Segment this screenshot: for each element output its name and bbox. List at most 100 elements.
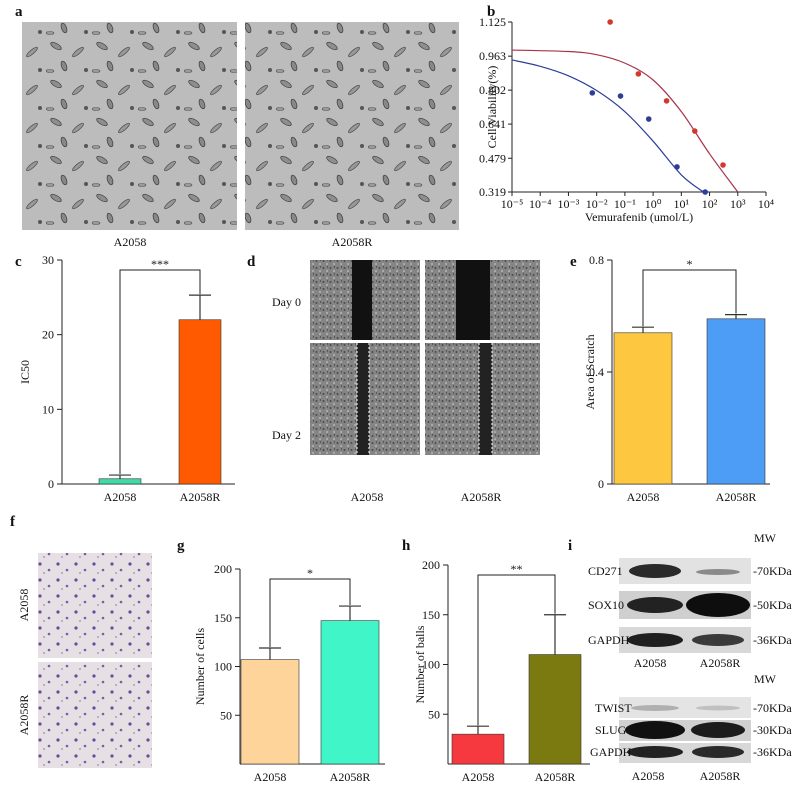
y-tick-label: 0.641 — [479, 117, 506, 131]
y-tick-label: 30 — [42, 253, 54, 267]
protein-label: SOX10 — [588, 598, 624, 612]
mw-label: -36KDa — [753, 745, 792, 759]
x-tick-label: 10³ — [730, 197, 746, 211]
data-point — [607, 19, 613, 25]
mw-label: -70KDa — [753, 564, 792, 578]
x-tick-label: A2058R — [330, 770, 371, 784]
blot-band — [696, 705, 740, 711]
x-tick-label: A2058 — [627, 490, 660, 504]
bar — [528, 654, 582, 765]
y-tick-label: 10 — [42, 402, 54, 416]
image-label: A2058R — [332, 235, 373, 249]
error-bar — [339, 605, 361, 621]
panel-letter: c — [15, 254, 22, 270]
y-tick-label: 0 — [598, 477, 604, 491]
significance-bracket — [119, 269, 201, 475]
x-axis-label: Vemurafenib (umol/L) — [585, 210, 693, 224]
mw-header: MW — [754, 672, 777, 686]
data-point — [645, 116, 652, 122]
error-bar — [109, 474, 131, 479]
y-tick-label: 50 — [428, 707, 440, 721]
significance-label: ** — [511, 562, 523, 576]
y-tick-label: 200 — [422, 558, 440, 572]
x-tick-label: A2058R — [180, 490, 221, 504]
significance-bracket — [269, 578, 351, 647]
panel-letter: h — [402, 538, 411, 554]
mw-header: MW — [754, 531, 777, 545]
y-tick-label: 0.8 — [589, 253, 604, 267]
y-tick-label: 0.802 — [479, 83, 506, 97]
lane-label: A2058 — [634, 656, 667, 670]
error-bar — [189, 294, 211, 320]
y-tick-label: 150 — [422, 608, 440, 622]
panel-letter: b — [487, 4, 495, 20]
x-tick-label: 10⁻¹ — [614, 197, 636, 211]
data-point — [635, 71, 642, 77]
error-bar — [259, 647, 281, 660]
panel-letter: i — [568, 538, 572, 554]
panel-letter: a — [15, 4, 23, 20]
mw-label: -30KDa — [753, 723, 792, 737]
row-label: A2058 — [17, 589, 31, 622]
column-label: A2058R — [461, 490, 502, 504]
data-point — [702, 189, 708, 195]
x-tick-label: 10⁻² — [586, 197, 608, 211]
image-label: A2058 — [114, 235, 147, 249]
x-tick-label: A2058R — [716, 490, 757, 504]
protein-label: GAPDH — [590, 745, 632, 759]
blot-band — [627, 746, 683, 758]
scratch-gap — [352, 260, 372, 340]
x-tick-label: 10¹ — [674, 197, 690, 211]
data-point — [617, 93, 624, 99]
data-point — [663, 98, 670, 104]
x-tick-label: A2058 — [254, 770, 287, 784]
x-tick-label: A2058R — [535, 770, 576, 784]
y-tick-label: 100 — [422, 658, 440, 672]
panel-letter: f — [10, 514, 16, 530]
y-tick-label: 100 — [214, 660, 232, 674]
blot-band — [625, 721, 685, 739]
y-axis-label: Cell Viability(%) — [485, 66, 499, 149]
significance-bracket — [477, 574, 556, 726]
y-axis-label: Area of Scratch — [583, 334, 597, 409]
row-label: Day 2 — [272, 428, 301, 442]
error-bar — [544, 614, 566, 655]
bar — [240, 659, 300, 765]
error-bar — [632, 326, 654, 333]
x-tick-label: A2058 — [462, 770, 495, 784]
x-tick-label: 10⁻⁴ — [529, 197, 552, 211]
blot-band — [696, 569, 740, 575]
bar — [320, 620, 380, 765]
y-axis-label: Number of balls — [413, 625, 427, 703]
bar — [178, 319, 222, 485]
x-tick-label: A2058 — [104, 490, 137, 504]
mw-label: -70KDa — [753, 701, 792, 715]
y-tick-label: 0.4 — [589, 365, 604, 379]
blot-band — [629, 564, 681, 578]
y-tick-label: 0.963 — [479, 49, 506, 63]
scratch-gap — [357, 343, 369, 455]
x-tick-label: 10⁻⁵ — [501, 197, 524, 211]
y-axis-label: Number of cells — [193, 628, 207, 706]
bar — [706, 318, 766, 485]
data-point — [589, 90, 596, 96]
y-tick-label: 1.125 — [479, 15, 506, 29]
blot-band — [691, 722, 745, 738]
y-axis-label: IC50 — [18, 360, 32, 384]
mw-label: -50KDa — [753, 598, 792, 612]
significance-label: *** — [151, 257, 169, 271]
lane-label: A2058R — [700, 769, 741, 783]
y-tick-label: 200 — [214, 562, 232, 576]
x-tick-label: 10⁰ — [645, 197, 662, 211]
blot-strip — [619, 697, 751, 718]
error-bar — [725, 314, 747, 319]
bar — [613, 332, 673, 485]
fit-curve — [511, 59, 704, 193]
y-tick-label: 50 — [220, 708, 232, 722]
y-tick-label: 0 — [48, 477, 54, 491]
significance-label: * — [687, 257, 693, 271]
bar — [98, 478, 142, 485]
scratch-gap — [456, 260, 490, 340]
protein-label: GAPDH — [588, 633, 630, 647]
